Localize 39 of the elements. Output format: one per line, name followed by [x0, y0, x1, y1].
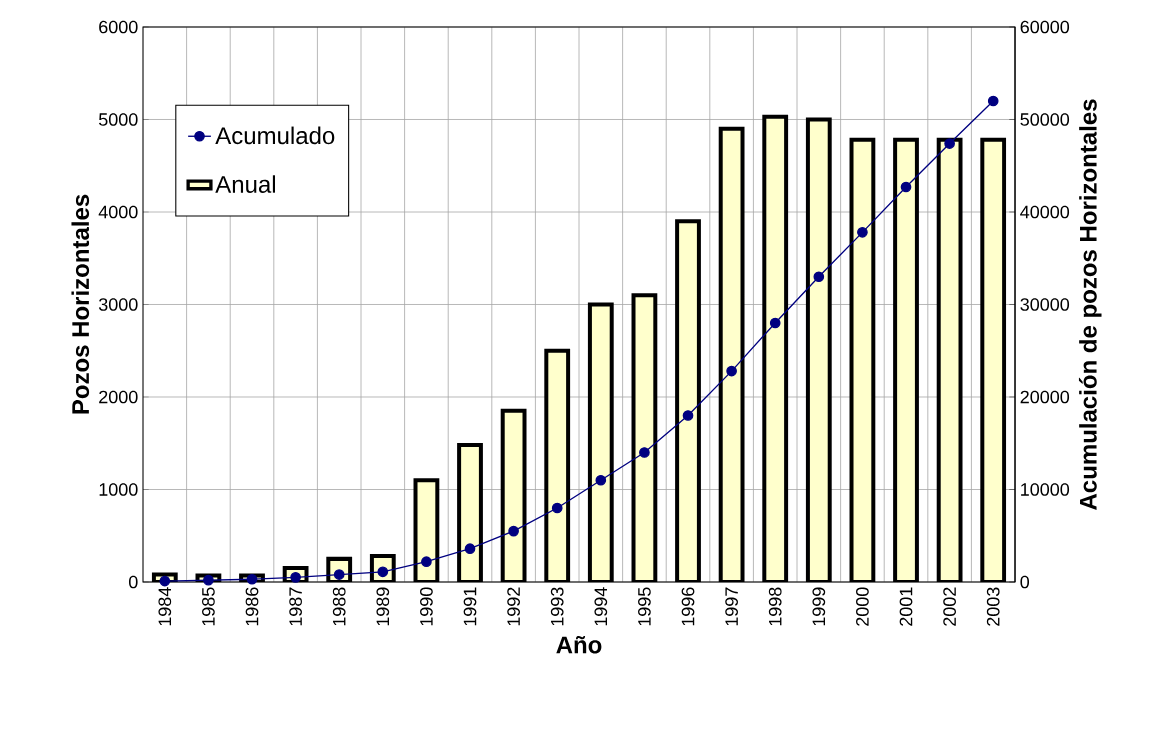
y-tick-label: 2000	[99, 390, 138, 404]
x-tick-label: 1997	[725, 587, 738, 626]
y2-tick-label: 10000	[1021, 483, 1070, 496]
x-tick-label: 1985	[202, 587, 215, 626]
x-axis-title: Año	[556, 635, 602, 654]
x-tick-label: 1984	[158, 587, 172, 626]
y2-axis-title: Acumulación de pozos Horizontales	[1078, 99, 1102, 510]
x-tick-label: 2003	[986, 587, 1000, 626]
y-tick-label: 6000	[99, 20, 138, 34]
x-tick-label: 1991	[463, 587, 477, 626]
x-tick-label: 1996	[681, 587, 695, 626]
y-tick-label: 3000	[98, 298, 138, 311]
x-tick-label: 2002	[943, 587, 956, 626]
x-tick-label: 1989	[376, 587, 390, 626]
y-tick-label: 0	[128, 575, 138, 589]
x-tick-label: 1986	[245, 587, 259, 626]
x-tick-label: 1993	[550, 587, 564, 626]
x-tick-label: 1994	[594, 587, 608, 626]
y2-tick-label: 20000	[1020, 390, 1070, 404]
y-tick-label: 1000	[99, 483, 138, 496]
y2-tick-label: 0	[1020, 575, 1030, 589]
y2-tick-label: 60000	[1020, 20, 1070, 34]
x-tick-label: 1992	[507, 587, 520, 626]
legend-label: Acumulado	[215, 126, 335, 145]
y2-tick-label: 30000	[1020, 298, 1070, 311]
y-tick-label: 5000	[98, 113, 138, 126]
x-tick-label: 1998	[768, 587, 782, 626]
y-tick-label: 4000	[98, 205, 138, 219]
x-tick-label: 1990	[420, 587, 433, 626]
x-tick-label: 1999	[812, 587, 826, 626]
x-tick-label: 1995	[638, 587, 651, 626]
y2-tick-label: 50000	[1020, 113, 1070, 126]
x-tick-label: 2000	[856, 587, 869, 626]
x-tick-label: 1987	[289, 587, 302, 626]
y2-tick-label: 40000	[1020, 205, 1070, 219]
y-axis-title: Pozos Horizontales	[71, 194, 90, 414]
x-tick-label: 1988	[332, 587, 346, 626]
legend-label: Anual	[215, 175, 275, 193]
x-tick-label: 2001	[899, 587, 913, 626]
